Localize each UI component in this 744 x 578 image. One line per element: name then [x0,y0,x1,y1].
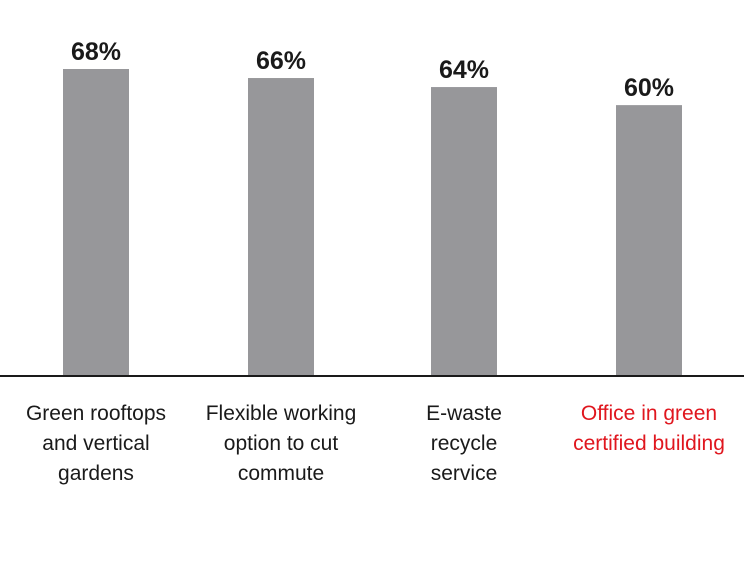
bar-4 [616,105,682,376]
bar-1 [63,69,129,376]
category-label-1-line-3: gardens [58,462,134,485]
category-label-4-line-1: Office in green [581,402,717,425]
category-label-2-line-1: Flexible working [206,402,357,425]
bar-2 [248,78,314,376]
bars-group [63,69,682,376]
category-label-2-line-2: option to cut [224,432,339,455]
value-labels-group: 68% 66% 64% 60% [71,38,674,102]
category-labels-group: Green rooftops and vertical gardens Flexibl… [26,402,725,485]
bar-value-label-4: 60% [624,74,674,102]
category-label-3-line-1: E-waste [426,402,502,425]
bar-value-label-1: 68% [71,38,121,66]
bar-value-label-2: 66% [256,47,306,75]
category-label-3-line-3: service [431,462,498,485]
bar-value-label-3: 64% [439,56,489,84]
category-label-2-line-3: commute [238,462,324,485]
category-label-3-line-2: recycle [431,432,498,455]
category-label-1-line-1: Green rooftops [26,402,166,425]
category-label-1-line-2: and vertical [42,432,149,455]
bar-3 [431,87,497,376]
category-label-4-line-2: certified building [573,432,725,455]
